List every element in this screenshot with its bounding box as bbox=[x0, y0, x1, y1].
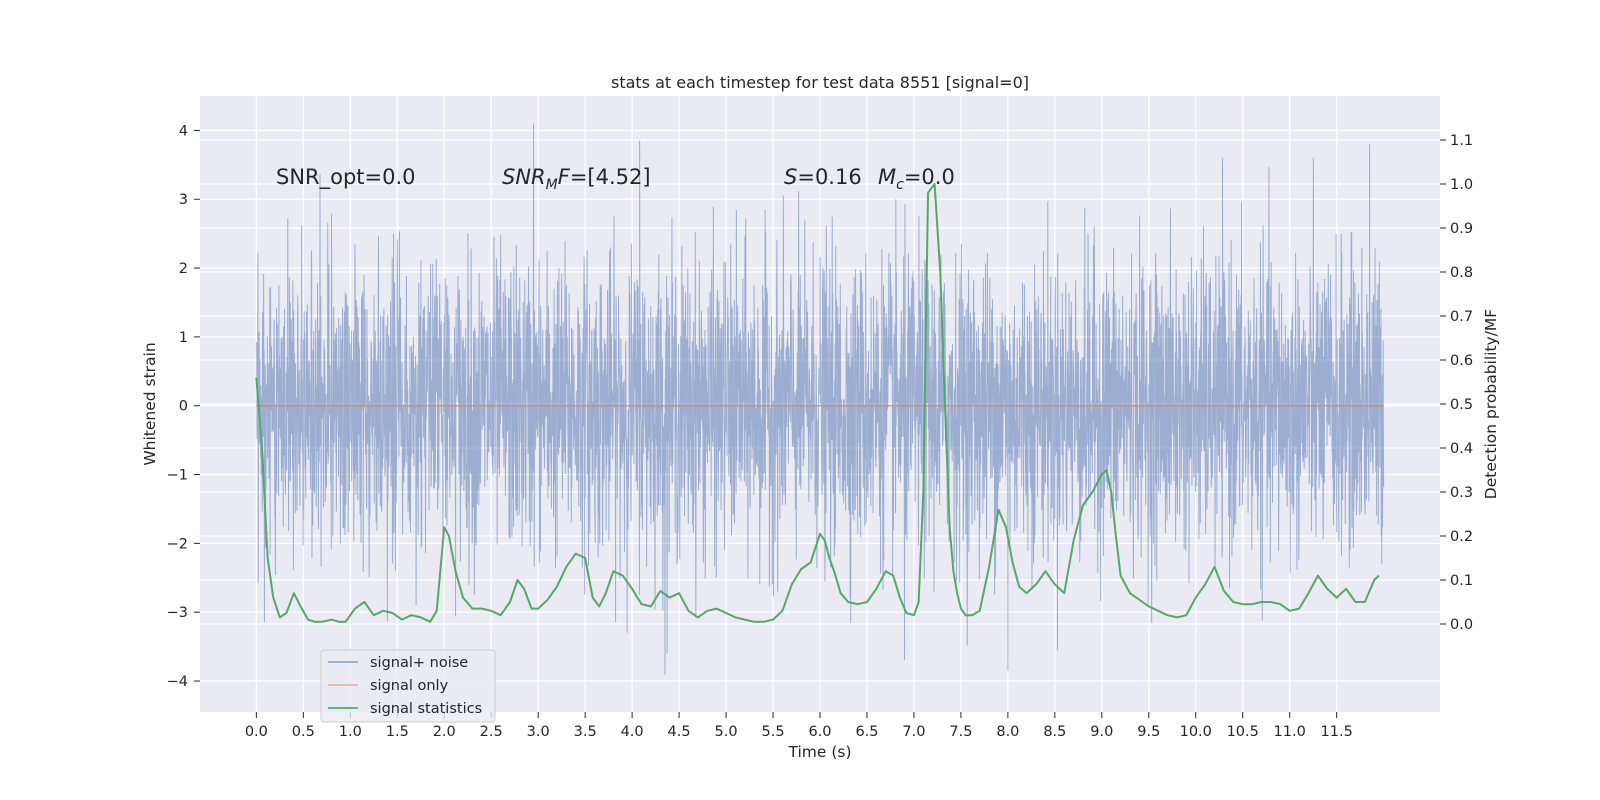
x-tick-label: 3.0 bbox=[527, 724, 550, 740]
x-tick-label: 3.5 bbox=[574, 724, 597, 740]
legend-label-signal: signal only bbox=[370, 678, 449, 694]
y-left-tick-label: −1 bbox=[167, 468, 188, 484]
y-left-tick-label: −3 bbox=[167, 605, 188, 621]
series-signal-noise-line bbox=[255, 123, 1385, 675]
x-tick-label: 11.5 bbox=[1321, 724, 1353, 740]
annotation-snr-mf-main: SNR bbox=[502, 165, 546, 189]
annotation-snr-mf-value: =[4.52] bbox=[570, 165, 651, 189]
y-right-tick-label: 0.2 bbox=[1450, 529, 1473, 545]
chart-title: stats at each timestep for test data 855… bbox=[611, 73, 1029, 92]
y-right-tick-label: 1.0 bbox=[1450, 177, 1473, 193]
y-left-tick-label: 0 bbox=[179, 399, 188, 415]
annotation-snr-opt: SNR_opt=0.0 bbox=[276, 165, 416, 190]
series-signal-statistics-line bbox=[255, 183, 1380, 623]
y-left-tick-label: 4 bbox=[179, 123, 188, 139]
y-left-tick-label: −4 bbox=[167, 674, 188, 690]
y-left-tick-label: 1 bbox=[179, 330, 188, 346]
annotation-mc-value: =0.0 bbox=[904, 165, 955, 189]
y-right-tick-label: 0.6 bbox=[1450, 353, 1473, 369]
annotation-snr-mf: SNRMF=[4.52] bbox=[502, 165, 651, 193]
annotation-snr-mf-sub: M bbox=[546, 177, 558, 193]
y-right-tick-label: 0.8 bbox=[1450, 265, 1473, 281]
y-axis-left-label: Whitened strain bbox=[141, 342, 159, 465]
annotation-s-value: =0.16 bbox=[797, 165, 861, 189]
x-tick-label: 5.5 bbox=[761, 724, 784, 740]
y-right-tick-label: 0.4 bbox=[1450, 441, 1473, 457]
y-right-tick-label: 0.9 bbox=[1450, 221, 1473, 237]
annotation-mc-sub: c bbox=[896, 177, 904, 193]
annotation-snr-mf-tail: F bbox=[558, 165, 571, 189]
x-axis-label: Time (s) bbox=[787, 743, 851, 761]
annotation-mc-main: M bbox=[878, 165, 896, 189]
x-tick-label: 1.0 bbox=[339, 724, 362, 740]
y-right-tick-label: 0.7 bbox=[1450, 309, 1473, 325]
x-tick-label: 5.0 bbox=[715, 724, 738, 740]
x-tick-label: 6.0 bbox=[808, 724, 831, 740]
y-right-tick-label: 0.0 bbox=[1450, 617, 1473, 633]
legend: signal+ noise signal only signal statist… bbox=[320, 649, 496, 723]
y-left-tick-label: −2 bbox=[167, 536, 188, 552]
x-tick-label: 4.0 bbox=[621, 724, 644, 740]
x-tick-label: 2.0 bbox=[433, 724, 456, 740]
annotation-mc: Mc=0.0 bbox=[878, 165, 955, 193]
x-tick-label: 0.0 bbox=[245, 724, 268, 740]
legend-label-stats: signal statistics bbox=[370, 701, 482, 717]
x-tick-label: 9.0 bbox=[1090, 724, 1113, 740]
x-tick-label: 0.5 bbox=[292, 724, 315, 740]
x-tick-label: 8.0 bbox=[996, 724, 1019, 740]
x-tick-label: 1.5 bbox=[386, 724, 409, 740]
x-tick-label: 8.5 bbox=[1043, 724, 1066, 740]
x-tick-label: 7.0 bbox=[902, 724, 925, 740]
y-right-tick-label: 1.1 bbox=[1450, 133, 1473, 149]
annotation-s: S=0.16 bbox=[784, 165, 862, 189]
x-tick-label: 10.0 bbox=[1180, 724, 1212, 740]
x-tick-label: 10.5 bbox=[1227, 724, 1259, 740]
y-left-tick-label: 3 bbox=[179, 192, 188, 208]
annotation-s-label: S bbox=[784, 165, 797, 189]
y-right-tick-label: 0.1 bbox=[1450, 573, 1473, 589]
legend-box bbox=[320, 649, 496, 723]
y-right-tick-label: 0.3 bbox=[1450, 485, 1473, 501]
y-left-tick-label: 2 bbox=[179, 261, 188, 277]
x-tick-label: 6.5 bbox=[855, 724, 878, 740]
x-tick-label: 7.5 bbox=[949, 724, 972, 740]
x-tick-label: 4.5 bbox=[668, 724, 691, 740]
legend-label-noise: signal+ noise bbox=[370, 655, 468, 671]
x-tick-label: 11.0 bbox=[1274, 724, 1306, 740]
y-right-tick-label: 0.5 bbox=[1450, 397, 1473, 413]
y-axis-right-label: Detection probability/MF bbox=[1482, 309, 1500, 500]
x-tick-label: 9.5 bbox=[1137, 724, 1160, 740]
x-tick-label: 2.5 bbox=[480, 724, 503, 740]
